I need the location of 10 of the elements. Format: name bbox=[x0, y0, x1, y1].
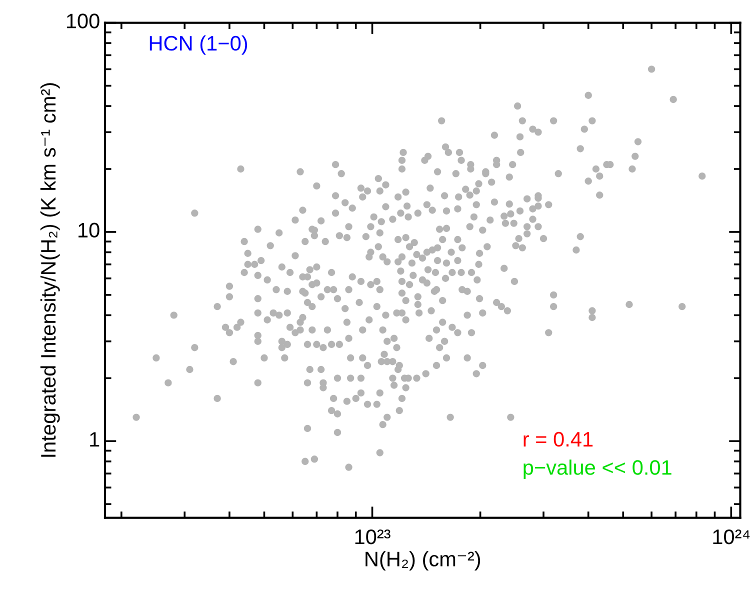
annotation: r = 0.41 bbox=[524, 432, 593, 447]
y-tick-label: 100 bbox=[66, 14, 100, 28]
x-tick-label: 10²³ bbox=[355, 529, 390, 544]
x-tick-label: 10²⁴ bbox=[713, 529, 750, 544]
annotation: HCN (1−0) bbox=[150, 35, 248, 55]
x-axis-title: N(H₂) (cm⁻²) bbox=[366, 551, 480, 571]
annotation: p−value << 0.01 bbox=[524, 460, 672, 479]
y-tick-label: 10 bbox=[78, 222, 100, 238]
y-axis-title: Integrated Intensity/N(H₂) (K km s⁻¹ cm²) bbox=[40, 83, 60, 457]
y-tick-label: 1 bbox=[90, 432, 100, 447]
